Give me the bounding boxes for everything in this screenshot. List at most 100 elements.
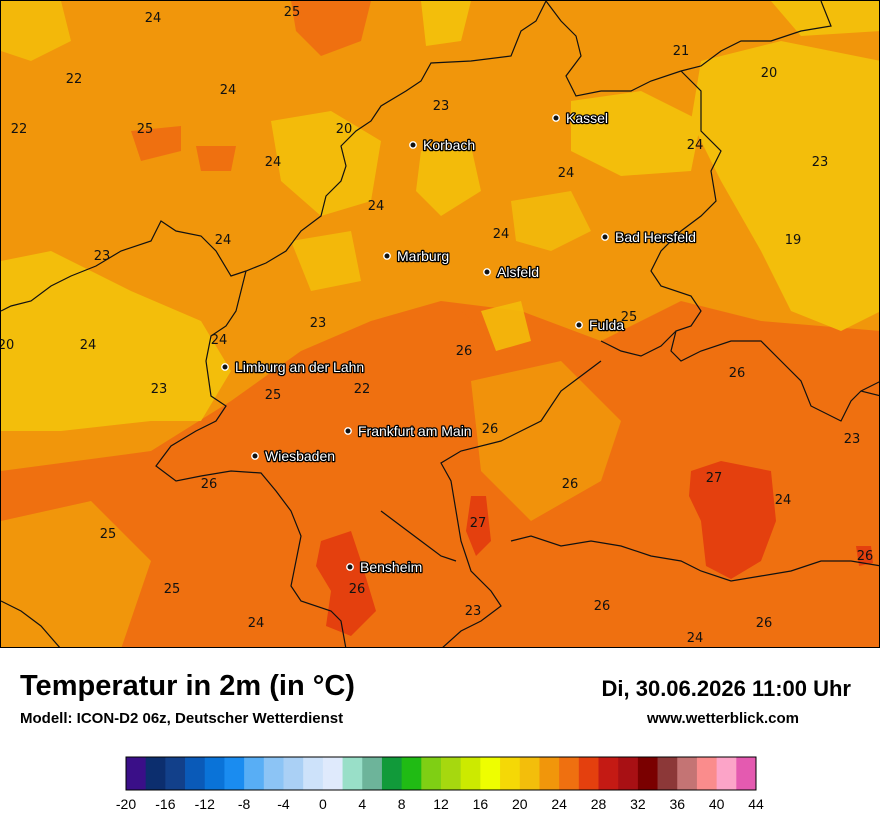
temperature-value: 26 (456, 344, 473, 359)
legend-swatch (519, 757, 540, 790)
map-canvas: Kassel Korbach Bad Hersfeld Marburg Alsfeld F… (1, 1, 879, 647)
city-labels: Kassel Korbach Bad Hersfeld Marburg Alsfeld F… (234, 109, 698, 577)
legend-swatch (244, 757, 265, 790)
temperature-value: 25 (265, 388, 282, 403)
city-marker (409, 141, 417, 149)
legend-tick-label: 40 (709, 796, 725, 812)
temperature-value: 26 (562, 477, 579, 492)
temperature-value: 22 (354, 382, 371, 397)
city-label: Alsfeld (497, 264, 539, 280)
legend-swatch (559, 757, 580, 790)
temperature-fields (1, 1, 879, 647)
city-label: Marburg (397, 248, 449, 264)
temperature-value: 24 (220, 83, 237, 98)
temperature-field-red-orange (856, 546, 873, 566)
legend-swatch (322, 757, 343, 790)
temperature-value: 23 (94, 249, 111, 264)
legend-tick-label: -8 (238, 796, 251, 812)
legend-frame (125, 756, 757, 791)
temperature-field-orange (471, 361, 621, 521)
temperature-value: 24 (145, 11, 162, 26)
city-marker (601, 233, 609, 241)
temperature-value: 23 (812, 155, 829, 170)
temperature-field-yellow (481, 301, 531, 351)
temperature-field-red-orange (466, 496, 491, 556)
legend-tick-label: 12 (433, 796, 449, 812)
temperature-field-yellow (271, 111, 381, 216)
temperature-value: 23 (310, 316, 327, 331)
temperature-value: 26 (201, 477, 218, 492)
legend-swatch (165, 757, 186, 790)
city-marker (251, 452, 259, 460)
city-marker (552, 114, 560, 122)
legend-tick-label: -20 (116, 796, 136, 812)
temperature-field-yellow (1, 1, 71, 61)
temperature-value: 24 (775, 493, 792, 508)
temperature-value: 24 (368, 199, 385, 214)
temperature-value: 26 (857, 549, 874, 564)
temperature-field-red-orange (689, 461, 776, 579)
temperature-value: 24 (687, 138, 704, 153)
city-label: Frankfurt am Main (358, 423, 472, 439)
temperature-field-yellow (416, 146, 481, 216)
website-link[interactable]: www.wetterblick.com (647, 710, 799, 727)
legend-swatch (283, 757, 304, 790)
temperature-map: Kassel Korbach Bad Hersfeld Marburg Alsfeld F… (0, 0, 880, 648)
city-label: Bensheim (360, 559, 422, 575)
temperature-field-yellow (1, 251, 231, 431)
city-markers (221, 114, 609, 571)
legend-swatch (421, 757, 442, 790)
temperature-field-yellow (511, 191, 591, 251)
legend-swatch (263, 757, 284, 790)
forecast-datetime: Di, 30.06.2026 11:00 Uhr (601, 676, 852, 701)
legend-tick-label: 16 (473, 796, 489, 812)
temperature-value: 20 (761, 66, 778, 81)
temperature-field-yellow (771, 1, 879, 36)
legend-tick-label: 44 (748, 796, 764, 812)
legend-tick-label: 24 (551, 796, 567, 812)
city-label: Limburg an der Lahn (235, 359, 364, 375)
temperature-value: 24 (215, 233, 232, 248)
temperature-field-yellow (571, 91, 701, 176)
temperature-value: 24 (265, 155, 282, 170)
legend-swatches (126, 757, 757, 790)
legend-swatch (204, 757, 225, 790)
temperature-value: 24 (211, 333, 228, 348)
temperature-value: 20 (1, 338, 14, 353)
legend-swatch (637, 757, 658, 790)
legend-tick-label: 0 (319, 796, 327, 812)
legend-canvas: -20 -16 -12 -8 -4 0 4 8 12 16 20 24 28 32 36 40 44 (116, 756, 764, 812)
temperature-value: 24 (558, 166, 575, 181)
temperature-value: 24 (80, 338, 97, 353)
temperature-value: 24 (687, 631, 704, 646)
temperature-value: 23 (844, 432, 861, 447)
temperature-value: 22 (11, 122, 28, 137)
map-title: Temperatur in 2m (in °C) (20, 670, 355, 702)
legend-swatch (126, 757, 147, 790)
temperature-value: 20 (336, 122, 353, 137)
city-label: Fulda (589, 317, 624, 333)
temperature-value: 25 (137, 122, 154, 137)
legend-swatch (362, 757, 383, 790)
legend-swatch (578, 757, 599, 790)
legend-tick-label: -16 (155, 796, 175, 812)
temperature-value: 23 (433, 99, 450, 114)
legend-swatch (480, 757, 501, 790)
temperature-value: 22 (66, 72, 83, 87)
temperature-value: 24 (493, 227, 510, 242)
city-marker (344, 427, 352, 435)
legend-tick-label: 8 (398, 796, 406, 812)
legend-tick-label: 32 (630, 796, 646, 812)
temperature-field-red-orange (316, 531, 376, 636)
temperature-value: 26 (729, 366, 746, 381)
legend-swatch (736, 757, 757, 790)
legend-swatch (500, 757, 521, 790)
temperature-value: 26 (349, 582, 366, 597)
legend-swatch (185, 757, 206, 790)
legend-swatch (303, 757, 324, 790)
legend-tick-label: 20 (512, 796, 528, 812)
legend-swatch (224, 757, 245, 790)
legend-tick-labels: -20 -16 -12 -8 -4 0 4 8 12 16 20 24 28 32 36 40 44 (116, 796, 764, 812)
city-marker (383, 252, 391, 260)
temperature-value: 26 (594, 599, 611, 614)
